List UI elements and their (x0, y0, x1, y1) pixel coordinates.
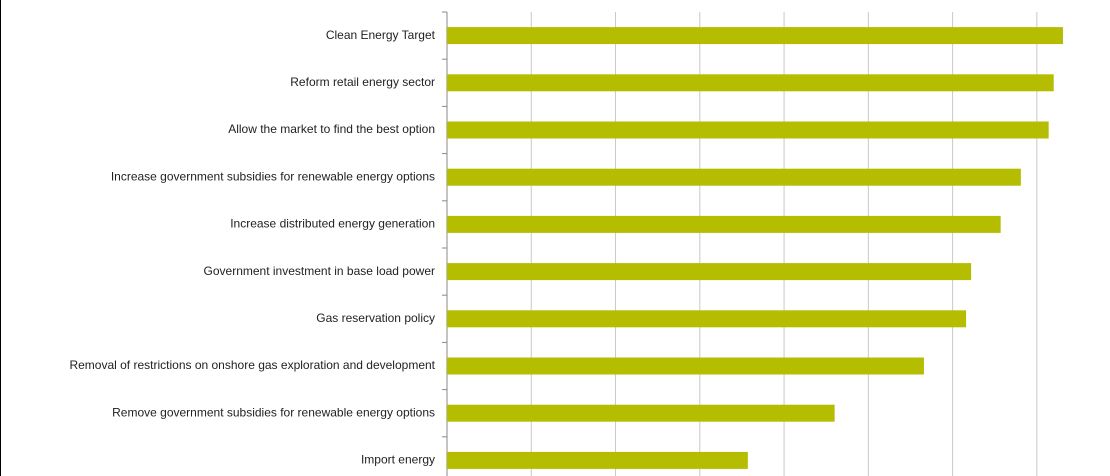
bar (447, 27, 1063, 45)
bar (447, 310, 967, 328)
bar (447, 215, 1001, 233)
bar (447, 168, 1021, 186)
y-tick-label: Clean Energy Target (326, 28, 436, 42)
bar (447, 357, 924, 375)
bar (447, 404, 835, 422)
y-tick-label: Increase government subsidies for renewa… (111, 169, 435, 183)
y-tick-label: Removal of restrictions on onshore gas e… (69, 358, 435, 372)
y-tick-label: Remove government subsidies for renewabl… (112, 405, 435, 419)
bar (447, 121, 1049, 139)
y-tick-label: Reform retail energy sector (290, 75, 435, 89)
y-tick-label: Allow the market to find the best option (228, 122, 435, 136)
bar (447, 74, 1054, 92)
y-tick-label: Gas reservation policy (316, 311, 435, 325)
y-tick-label: Increase distributed energy generation (230, 217, 435, 231)
y-tick-label: Government investment in base load power (204, 264, 435, 278)
bar (447, 263, 972, 281)
bar (447, 451, 748, 469)
y-tick-label: Import energy (361, 453, 435, 467)
